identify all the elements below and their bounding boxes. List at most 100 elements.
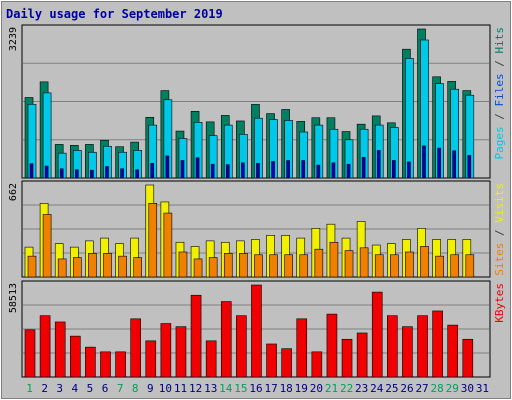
bar-pages-day-12: [195, 157, 200, 179]
bar-sites-day-29: [450, 254, 460, 278]
bar-sites-day-9: [148, 203, 158, 278]
bar-pages-day-27: [422, 145, 426, 179]
bar-sites-day-30: [465, 254, 475, 278]
day-label-30: 30: [461, 382, 474, 395]
panel-1-legend-part-0: Sites: [493, 243, 506, 276]
day-label-12: 12: [189, 382, 202, 395]
panel-0-legend-part-3: /: [493, 54, 506, 74]
bar-sites-day-7: [118, 255, 127, 278]
day-label-8: 8: [132, 382, 139, 395]
panel-0-legend-part-0: Pages: [493, 126, 506, 159]
bar-pages-day-21: [331, 162, 336, 179]
bar-pages-day-16: [256, 162, 260, 179]
panel-2-ymax-label: 58513: [8, 283, 19, 313]
bar-kbytes-day-4: [69, 335, 81, 378]
bar-pages-day-13: [210, 163, 215, 179]
bar-sites-day-25: [390, 254, 399, 278]
panel-1-legend-part-2: Visits: [493, 183, 506, 223]
bar-pages-day-1: [29, 163, 34, 179]
day-label-25: 25: [385, 382, 398, 395]
bar-kbytes-day-5: [85, 346, 96, 378]
bar-kbytes-day-29: [447, 324, 459, 378]
bar-sites-day-5: [88, 253, 97, 278]
bar-sites-day-8: [133, 257, 142, 278]
bar-kbytes-day-13: [205, 340, 217, 378]
day-label-17: 17: [264, 382, 277, 395]
bar-pages-day-20: [316, 164, 321, 179]
bar-pages-day-9: [150, 162, 155, 179]
bar-pages-day-26: [407, 161, 411, 179]
bar-pages-day-6: [105, 166, 109, 179]
bar-pages-day-24: [376, 150, 381, 179]
bar-kbytes-day-24: [371, 291, 383, 378]
panel-2-legend: KBytes: [493, 283, 506, 323]
day-label-13: 13: [204, 382, 217, 395]
day-label-18: 18: [280, 382, 293, 395]
panel-0-legend-part-2: Files: [493, 73, 506, 106]
bar-sites-day-11: [178, 251, 188, 278]
bar-sites-day-14: [223, 253, 233, 278]
bar-sites-day-22: [344, 250, 354, 278]
day-label-29: 29: [446, 382, 459, 395]
bar-kbytes-day-19: [296, 318, 308, 378]
bar-sites-day-27: [420, 246, 429, 278]
day-label-24: 24: [370, 382, 384, 395]
bar-sites-day-26: [405, 251, 414, 278]
bar-pages-day-25: [392, 160, 396, 179]
day-label-10: 10: [159, 382, 172, 395]
bar-kbytes-day-1: [24, 329, 36, 378]
bar-kbytes-day-18: [281, 348, 292, 378]
bar-kbytes-day-2: [39, 315, 51, 378]
bar-kbytes-day-7: [115, 351, 126, 378]
bar-sites-day-15: [239, 253, 248, 278]
bar-sites-day-4: [72, 257, 82, 278]
bar-pages-day-5: [90, 169, 94, 179]
bar-pages-day-2: [44, 165, 49, 179]
bar-pages-day-8: [135, 169, 139, 179]
day-label-7: 7: [117, 382, 124, 395]
bar-kbytes-day-8: [130, 318, 141, 378]
day-label-1: 1: [26, 382, 33, 395]
bar-pages-day-15: [241, 162, 245, 179]
bar-kbytes-day-30: [462, 338, 474, 378]
bar-kbytes-day-23: [356, 332, 368, 378]
day-label-22: 22: [340, 382, 353, 395]
day-label-15: 15: [234, 382, 247, 395]
bar-sites-day-18: [284, 254, 293, 278]
bar-kbytes-day-9: [145, 340, 157, 378]
day-label-4: 4: [72, 382, 79, 395]
bar-sites-day-10: [163, 212, 173, 278]
bar-kbytes-day-11: [175, 326, 187, 378]
bar-kbytes-day-10: [160, 323, 172, 378]
bar-sites-day-1: [27, 255, 37, 278]
bar-kbytes-day-6: [100, 351, 111, 378]
bar-sites-day-17: [269, 254, 278, 278]
day-label-3: 3: [56, 382, 63, 395]
panel-0-legend: Pages / Files / Hits: [493, 27, 506, 160]
day-label-20: 20: [310, 382, 323, 395]
bar-kbytes-day-17: [266, 343, 277, 378]
bar-kbytes-day-25: [387, 315, 398, 378]
panel-1-legend: Sites / Visits: [493, 183, 506, 276]
day-label-27: 27: [415, 382, 428, 395]
bar-kbytes-day-20: [311, 351, 323, 378]
panel-1-ymax-label: 662: [8, 183, 19, 201]
panel-0-legend-part-4: Hits: [493, 27, 506, 54]
bar-sites-day-19: [299, 254, 309, 278]
bar-pages-day-29: [452, 150, 457, 179]
bar-pages-day-14: [225, 164, 230, 179]
bar-files-day-26: [405, 58, 414, 179]
bar-sites-day-3: [57, 258, 67, 278]
bar-pages-day-30: [467, 155, 472, 179]
day-label-9: 9: [147, 382, 154, 395]
bar-pages-day-28: [437, 147, 441, 179]
panel-2-legend-part-0: KBytes: [493, 283, 506, 323]
bar-files-day-2: [42, 92, 52, 179]
bar-sites-day-20: [314, 248, 324, 278]
bar-pages-day-4: [74, 169, 79, 179]
bar-sites-day-6: [103, 253, 112, 278]
bar-sites-day-13: [208, 257, 218, 278]
